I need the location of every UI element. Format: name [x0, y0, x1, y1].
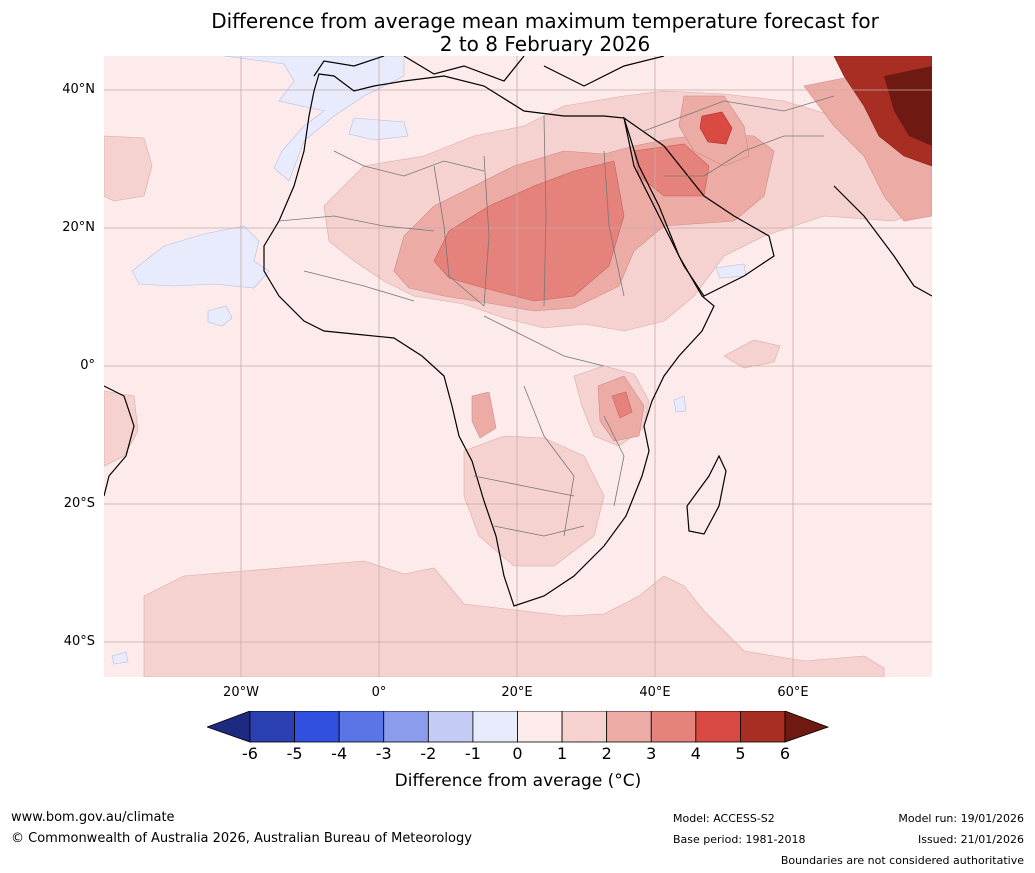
colorbar-segment: [338, 710, 385, 743]
lon-label-60e: 60°E: [777, 685, 809, 700]
warm-area-central-asia-extreme: [884, 66, 932, 146]
footer-issued: Issued: 21/01/2026: [917, 833, 1024, 846]
colorbar-label: Difference from average (°C): [394, 771, 642, 791]
chart-title: Difference from average mean maximum tem…: [100, 10, 990, 56]
border-segment-14: [493, 525, 585, 537]
country-borders: [278, 95, 835, 537]
forecast-map: [104, 56, 932, 677]
colorbar: [205, 710, 830, 743]
colorbar-segment: [472, 710, 518, 743]
colorbar-segment: [294, 710, 340, 743]
coastline-madagascar: [686, 454, 727, 535]
lon-label-0: 0°: [371, 685, 387, 700]
colorbar-segment: [561, 710, 608, 743]
warm-area-southern-africa: [463, 435, 605, 567]
warm-area-angola-2to3: [471, 391, 497, 439]
colorbar-tick-label: 4: [690, 744, 701, 763]
coastline-europe: [313, 56, 665, 87]
colorbar-tick-label: -3: [375, 744, 392, 763]
graticule: [104, 56, 932, 677]
warm-area-west-atlantic: [104, 135, 153, 202]
colorbar-tick-label: 5: [735, 744, 746, 763]
border-segment-6: [278, 215, 435, 232]
colorbar-tick-label: -2: [420, 744, 437, 763]
footer-copyright: © Commonwealth of Australia 2026, Austra…: [11, 831, 472, 846]
lat-label-20s: 20°S: [63, 496, 95, 511]
colorbar-tick-label: -6: [242, 744, 258, 763]
border-segment-13: [473, 475, 575, 497]
coastline-south-america: [104, 385, 135, 497]
colorbar-segment: [249, 710, 295, 743]
cool-area-south-atlantic: [111, 651, 129, 665]
colorbar-extend-low: [205, 710, 251, 743]
map-svg: [104, 56, 932, 677]
footer-disclaimer: Boundaries are not considered authoritat…: [780, 854, 1024, 867]
warm-area-angola-coast: [104, 390, 139, 467]
lat-label-40n: 40°N: [62, 82, 95, 97]
border-segment-3: [483, 155, 490, 307]
lat-label-20n: 20°N: [62, 220, 95, 235]
coastlines: [104, 56, 932, 607]
colorbar-tick-label: -4: [331, 744, 348, 763]
warm-area-sahara-3to4: [433, 160, 625, 302]
colorbar-segment: [650, 710, 697, 743]
colorbar-tick-label: 2: [601, 744, 612, 763]
footer-model-run: Model run: 19/01/2026: [898, 812, 1024, 825]
colorbar-segment: [517, 710, 563, 743]
footer-url[interactable]: www.bom.gov.au/climate: [11, 810, 175, 825]
coastline-arabia: [623, 116, 775, 297]
border-segment-9: [523, 385, 575, 537]
lat-label-40s: 40°S: [63, 634, 95, 649]
border-segment-7: [303, 270, 415, 302]
border-segment-12: [643, 95, 835, 132]
title-line-1: Difference from average mean maximum tem…: [211, 9, 879, 33]
cool-area-arabian-sea: [715, 263, 747, 279]
cool-area-gulf-of-guinea: [207, 305, 233, 327]
border-segment-1: [333, 150, 485, 177]
footer-model: Model: ACCESS-S2: [673, 812, 775, 825]
coastline-india: [833, 185, 932, 297]
colorbar-tick-label: 0: [512, 744, 523, 763]
colorbar-segment: [383, 710, 429, 743]
border-segment-2: [433, 165, 485, 307]
cool-area-off-west-africa: [131, 225, 270, 289]
warm-area-tanzania-3to4: [611, 391, 633, 419]
colorbar-tick-label: 1: [556, 744, 568, 763]
colorbar-segment: [427, 710, 474, 743]
border-segment-10: [603, 415, 625, 507]
lon-label-40e: 40°E: [639, 685, 671, 700]
border-segment-4: [543, 115, 547, 307]
colorbar-tick-label: -5: [286, 744, 303, 763]
lon-label-20e: 20°E: [501, 685, 533, 700]
cool-area-west-mediterranean: [348, 117, 409, 141]
warm-area-iran-4to5: [699, 111, 733, 145]
coastline-africa: [263, 73, 715, 607]
colorbar-segment: [695, 710, 741, 743]
lon-label-20w: 20°W: [223, 685, 259, 700]
colorbar-segment: [740, 710, 786, 743]
colorbar-segment: [606, 710, 652, 743]
colorbar-tick-label: 6: [779, 744, 791, 763]
lat-label-0: 0°: [80, 358, 95, 373]
colorbar-tick-label: -1: [464, 744, 481, 763]
colorbar-svg: [205, 710, 830, 743]
title-line-2: 2 to 8 February 2026: [439, 32, 651, 56]
warm-area-south-atlantic: [143, 560, 885, 677]
border-segment-8: [483, 315, 605, 367]
colorbar-extend-high: [784, 710, 830, 743]
border-segment-11: [664, 135, 824, 177]
cool-area-mozambique: [673, 395, 687, 413]
border-segment-5: [603, 150, 625, 297]
colorbar-tick-label: 3: [646, 744, 657, 763]
footer-base-period: Base period: 1981-2018: [673, 833, 806, 846]
